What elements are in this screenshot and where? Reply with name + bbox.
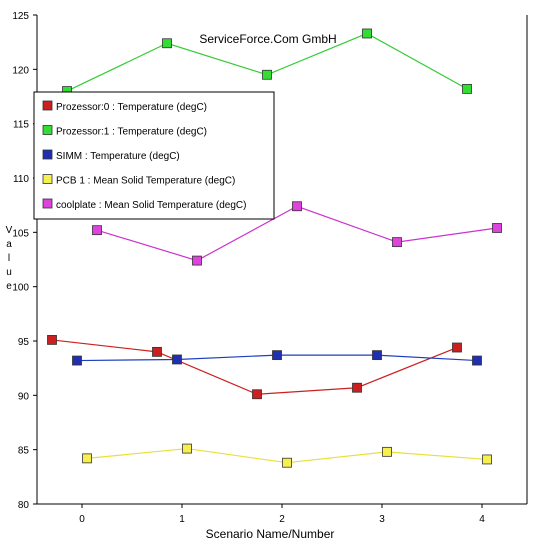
x-tick-label: 0	[79, 514, 85, 525]
series-0	[47, 335, 462, 400]
y-tick-label: 115	[13, 120, 29, 131]
axes: 80 85 90 95 100 105 110 115 120 125 0 1 2 3 4 V a l u e	[6, 11, 528, 525]
legend: Prozessor:0 : Temperature (degC) Prozesso…	[33, 91, 275, 220]
data-point	[482, 454, 492, 465]
x-axis-label: Scenario Name/Number	[206, 527, 335, 541]
y-tick-label: 120	[12, 65, 29, 76]
data-point	[362, 28, 372, 39]
data-point	[462, 83, 472, 94]
data-point	[152, 346, 162, 357]
legend-swatch	[42, 149, 53, 160]
series-line	[51, 339, 458, 395]
data-point	[182, 443, 192, 454]
chart-title: ServiceForce.Com GmbH	[199, 32, 336, 46]
series-3	[82, 443, 492, 468]
legend-box	[33, 91, 275, 220]
series-2	[72, 350, 482, 366]
data-point	[72, 355, 82, 366]
series-1	[62, 28, 472, 96]
data-point	[472, 355, 482, 366]
y-tick-label: 90	[18, 391, 30, 402]
data-point	[452, 342, 462, 353]
data-point	[272, 350, 282, 361]
x-tick-label: 4	[479, 514, 485, 525]
y-tick-label: 110	[13, 174, 29, 185]
data-point	[392, 237, 402, 248]
legend-swatch	[42, 125, 53, 135]
y-tick-label: 125	[12, 11, 29, 22]
series-4	[92, 201, 502, 266]
data-point	[47, 335, 57, 345]
series-layer	[47, 28, 502, 468]
data-point	[282, 457, 292, 468]
data-point	[192, 255, 202, 266]
data-point	[82, 453, 92, 464]
y-tick-label: 85	[18, 446, 30, 457]
y-tick-label: 80	[18, 500, 30, 511]
data-point	[162, 38, 172, 49]
legend-label: Prozessor:0 : Temperature (degC)	[56, 102, 207, 113]
x-tick-label: 3	[379, 514, 385, 525]
legend-swatch	[42, 198, 53, 209]
data-point	[352, 382, 362, 393]
data-point	[262, 69, 272, 80]
data-point	[92, 225, 102, 236]
legend-label: PCB 1 : Mean Solid Temperature (degC)	[56, 176, 235, 187]
x-tick-label: 1	[179, 514, 185, 525]
y-tick-label: 100	[12, 283, 29, 294]
data-point	[492, 223, 502, 233]
y-tick-label: 105	[12, 228, 29, 239]
legend-label: SIMM : Temperature (degC)	[56, 151, 180, 162]
data-point	[172, 354, 182, 365]
y-tick-label: 95	[18, 337, 30, 348]
legend-swatch	[42, 100, 53, 111]
data-point	[252, 389, 262, 400]
data-point	[382, 446, 392, 457]
legend-swatch	[42, 174, 53, 184]
legend-label: Prozessor:1 : Temperature (degC)	[56, 127, 207, 138]
legend-label: coolplate : Mean Solid Temperature (degC…	[56, 200, 246, 211]
x-tick-label: 2	[279, 514, 285, 525]
data-point	[292, 201, 302, 212]
data-point	[372, 350, 382, 361]
